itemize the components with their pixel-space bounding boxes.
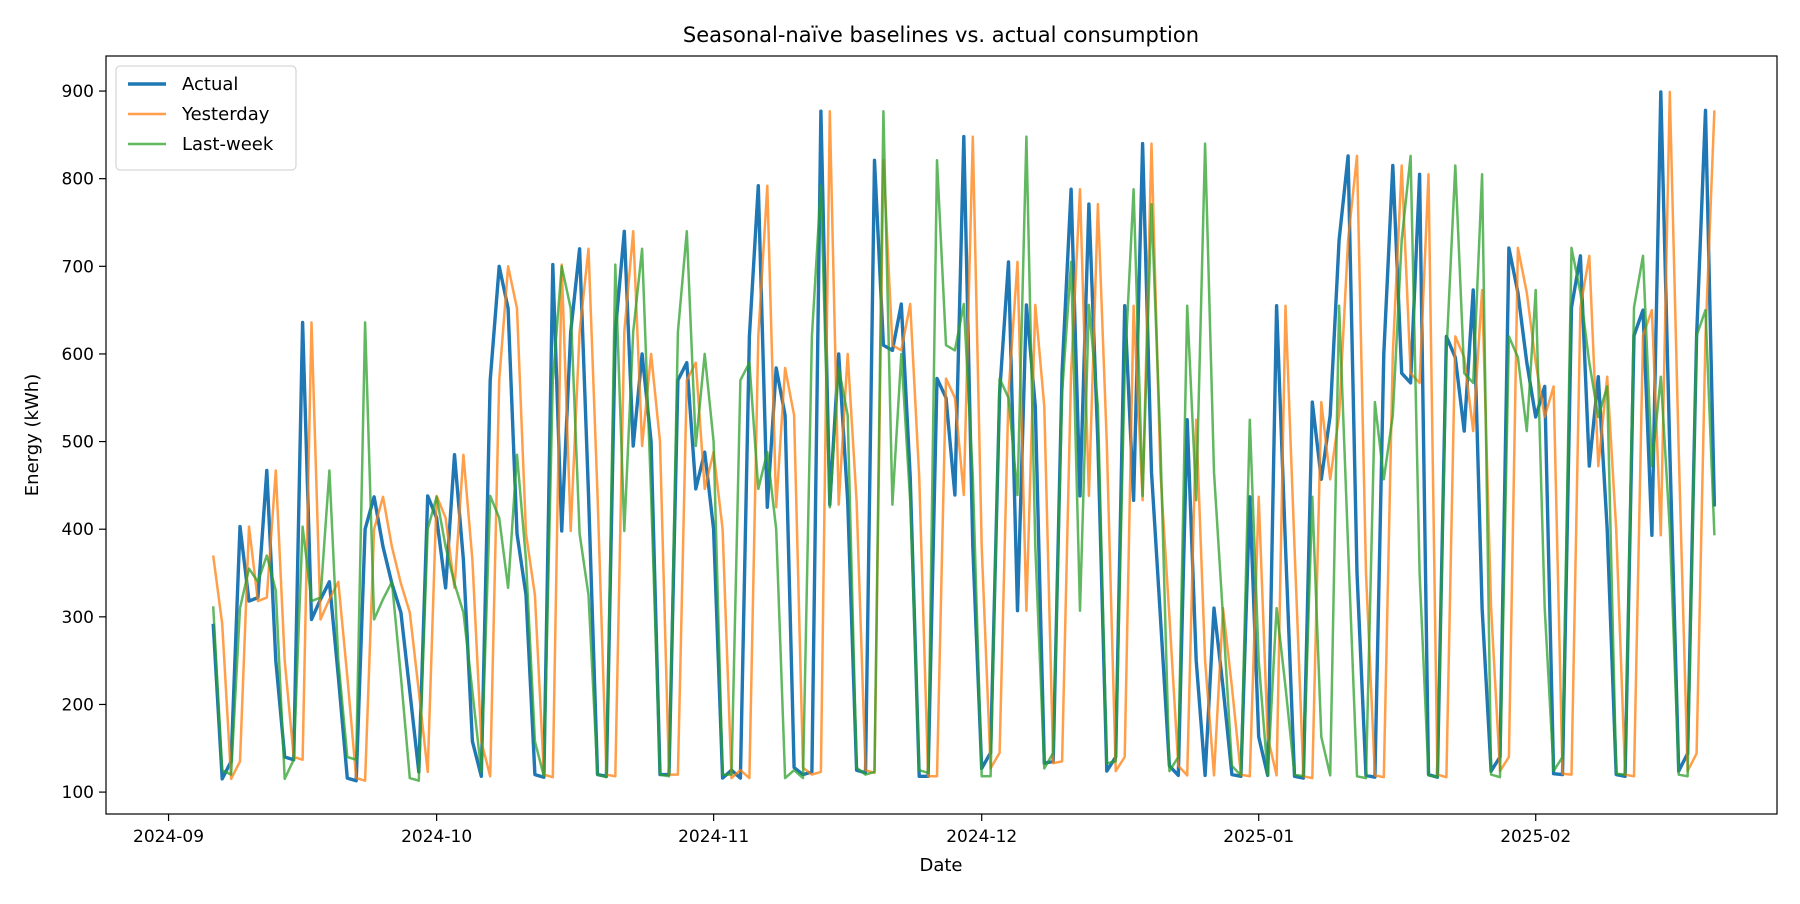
series-line-actual [211, 90, 1717, 783]
legend-label: Last-week [182, 134, 274, 155]
x-tick-label: 2024-10 [401, 827, 472, 847]
legend-label: Yesterday [181, 104, 270, 125]
y-tick-label: 800 [62, 170, 94, 190]
x-axis-label: Date [919, 855, 962, 876]
y-axis: 100 200 300 400 500 600 700 800 900 [62, 82, 106, 803]
legend-label: Actual [182, 74, 238, 95]
x-tick-label: 2024-09 [133, 827, 204, 847]
chart-title: Seasonal-naïve baselines vs. actual cons… [683, 23, 1199, 47]
y-tick-label: 700 [62, 257, 94, 277]
plot-frame [105, 55, 1778, 815]
y-tick-label: 500 [62, 433, 94, 453]
x-tick-label: 2025-01 [1223, 827, 1294, 847]
x-tick-label: 2024-12 [946, 827, 1017, 847]
y-tick-label: 600 [62, 345, 94, 365]
legend: Actual Yesterday Last-week [115, 65, 297, 171]
y-tick-label: 200 [62, 695, 94, 715]
y-tick-label: 100 [62, 783, 94, 803]
x-tick-label: 2025-02 [1500, 827, 1571, 847]
plot-area [105, 55, 1778, 815]
series-line-last-week [211, 109, 1716, 782]
x-axis: 2024-09 2024-10 2024-11 2024-12 2025-01 2025-… [133, 814, 1571, 847]
y-tick-label: 900 [62, 82, 94, 102]
y-tick-label: 400 [62, 520, 94, 540]
y-axis-label: Energy (kWh) [22, 374, 43, 496]
y-tick-label: 300 [62, 608, 94, 628]
x-tick-label: 2024-11 [678, 827, 749, 847]
